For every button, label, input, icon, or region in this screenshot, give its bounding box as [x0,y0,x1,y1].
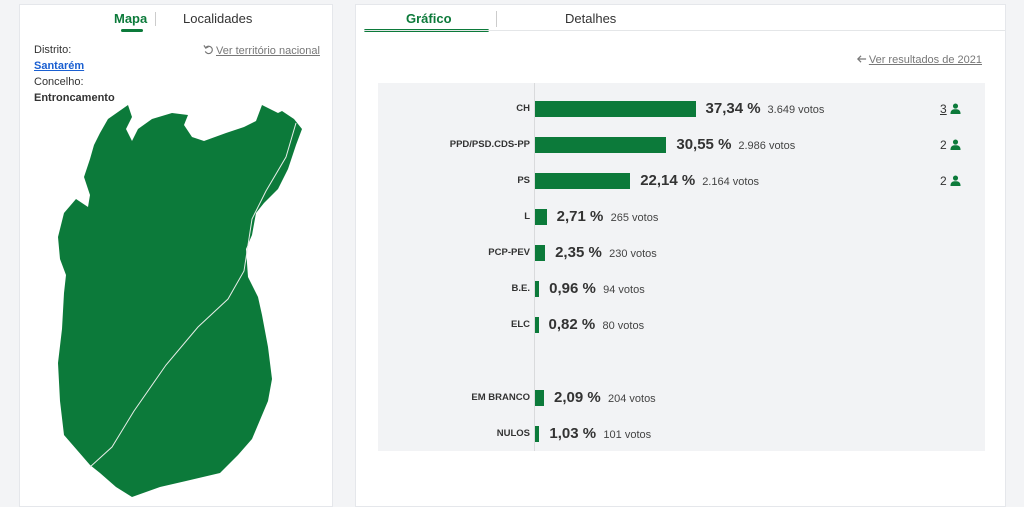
party-label: PS [517,175,530,186]
result-bar[interactable] [535,101,696,117]
national-territory-link[interactable]: Ver território nacional [203,44,320,57]
votes-label: 101 votos [603,429,652,441]
person-icon [950,139,961,150]
seats-number: 2 [940,174,947,188]
result-bar[interactable] [535,137,667,153]
seats-count: 2 [940,174,961,188]
party-label: NULOS [496,428,530,439]
votes-label: 265 votos [610,212,659,224]
votes-label: 94 votos [603,284,645,296]
result-bar[interactable] [535,209,547,225]
right-panel: Gráfico Detalhes Ver resultados de 2021 … [355,4,1006,507]
party-label: PCP-PEV [488,247,530,258]
party-label: CH [516,103,530,114]
votes-label: 204 votos [607,393,656,405]
percent-label: 2,71 % [556,208,604,225]
percent-label: 2,35 % [555,244,602,261]
chart-axis [534,83,535,451]
tab-separator [155,12,156,26]
party-label: EM BRANCO [471,392,530,403]
result-bar[interactable] [535,390,544,406]
distrito-label: Distrito: [34,44,72,56]
votes-label: 3.649 votos [767,104,825,116]
arrow-left-icon [856,55,866,63]
party-label: B.E. [511,283,530,294]
person-icon [950,103,961,114]
distrito-link[interactable]: Santarém [34,60,85,72]
tab-detalhes[interactable]: Detalhes [565,11,617,26]
results-2021-link[interactable]: Ver resultados de 2021 [856,54,982,66]
votes-label: 80 votos [602,320,645,332]
result-bar[interactable] [535,317,539,333]
votes-label: 230 votos [609,248,657,260]
concelho-value: Entroncamento [34,92,115,104]
concelho-label: Concelho: [34,76,84,88]
party-label: PPD/PSD.CDS-PP [449,139,530,150]
reset-arrow-icon [203,45,213,55]
result-bar[interactable] [535,173,631,189]
result-bar[interactable] [535,245,546,261]
result-bar[interactable] [535,426,540,442]
votes-label: 2.164 votos [702,176,760,188]
tab-grafico[interactable]: Gráfico [406,11,452,26]
person-icon [950,175,961,186]
left-panel: Mapa Localidades Distrito: Santarém Conc… [19,4,333,507]
result-bar[interactable] [535,281,540,297]
seats-count: 2 [940,138,961,152]
percent-label: 0,82 % [548,316,596,333]
party-label: ELC [511,319,530,330]
seats-number[interactable]: 3 [940,102,947,116]
percent-label: 30,55 % [676,136,732,153]
municipality-map[interactable] [20,101,334,501]
results-2021-link-text: Ver resultados de 2021 [868,54,982,66]
tab-localidades[interactable]: Localidades [183,11,253,26]
percent-label: 22,14 % [640,172,696,189]
seats-count[interactable]: 3 [940,102,961,116]
seats-number: 2 [940,138,947,152]
results-chart: CH 37,34 % 3.649 votos 3 PPD/PSD.CDS-PP 30,55… [378,83,985,451]
votes-label: 2.986 votos [738,140,796,152]
tab-mapa[interactable]: Mapa [114,11,148,26]
tab-separator [496,11,497,27]
percent-label: 0,96 % [549,280,596,297]
national-territory-link-text: Ver território nacional [216,45,320,57]
tabs-divider [364,30,1005,31]
tab-mapa-underline [121,29,143,32]
map-region[interactable] [58,105,302,497]
party-label: L [524,211,530,222]
percent-label: 37,34 % [705,100,761,117]
percent-label: 2,09 % [553,389,601,406]
percent-label: 1,03 % [549,425,597,442]
map-internal-border [89,122,297,468]
